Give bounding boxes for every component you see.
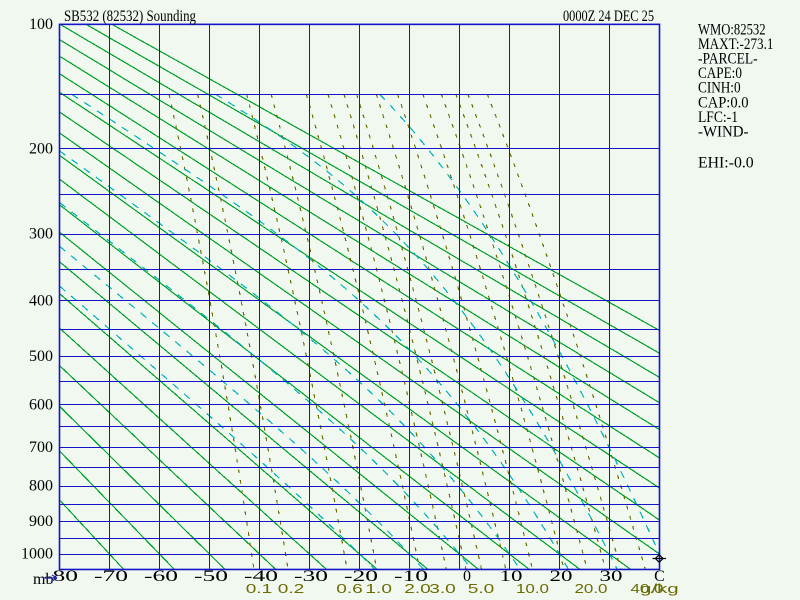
svg-text:600: 600 xyxy=(29,396,53,413)
svg-text:3.0: 3.0 xyxy=(429,581,456,596)
svg-text:-20: -20 xyxy=(344,568,378,585)
svg-text:0.6: 0.6 xyxy=(336,581,363,596)
svg-text:WMO:82532: WMO:82532 xyxy=(698,21,766,38)
svg-text:-40: -40 xyxy=(244,568,278,585)
svg-text:800: 800 xyxy=(29,478,53,495)
svg-text:-10: -10 xyxy=(394,568,428,585)
svg-text:SB532 (82532) Sounding: SB532 (82532) Sounding xyxy=(64,8,196,25)
svg-text:EHI:-0.0: EHI:-0.0 xyxy=(698,155,754,172)
svg-text:0000Z 24 DEC 25: 0000Z 24 DEC 25 xyxy=(563,8,654,25)
svg-text:10: 10 xyxy=(500,568,523,585)
svg-text:-WIND-: -WIND- xyxy=(698,124,749,141)
svg-text:400: 400 xyxy=(29,292,53,309)
svg-text:-PARCEL-: -PARCEL- xyxy=(698,51,758,68)
svg-text:20.0: 20.0 xyxy=(575,581,608,596)
svg-text:1.0: 1.0 xyxy=(365,581,392,596)
svg-text:30: 30 xyxy=(600,568,623,585)
svg-text:MAXT:-273.1: MAXT:-273.1 xyxy=(698,36,773,53)
svg-text:20: 20 xyxy=(550,568,573,585)
svg-text:900: 900 xyxy=(29,513,53,530)
svg-text:-50: -50 xyxy=(194,568,228,585)
svg-text:-60: -60 xyxy=(144,568,178,585)
svg-text:CAP:0.0: CAP:0.0 xyxy=(698,94,749,111)
svg-text:5.0: 5.0 xyxy=(468,581,495,596)
svg-text:g/kg: g/kg xyxy=(640,581,679,596)
svg-text:mb: mb xyxy=(33,571,53,588)
svg-text:0.2: 0.2 xyxy=(278,581,305,596)
svg-text:500: 500 xyxy=(29,348,53,365)
svg-text:0.1: 0.1 xyxy=(246,581,273,596)
svg-text:40.0: 40.0 xyxy=(631,581,664,596)
svg-text:300: 300 xyxy=(29,226,53,243)
svg-text:10.0: 10.0 xyxy=(516,581,549,596)
svg-text:LFC:-1: LFC:-1 xyxy=(698,109,738,126)
svg-text:0: 0 xyxy=(463,568,471,585)
svg-text:2.0: 2.0 xyxy=(404,581,431,596)
svg-text:700: 700 xyxy=(29,439,53,456)
svg-text:-70: -70 xyxy=(94,568,128,585)
svg-text:C: C xyxy=(654,568,665,585)
svg-text:200: 200 xyxy=(29,141,53,158)
svg-text:100: 100 xyxy=(29,16,53,33)
svg-text:CINH:0: CINH:0 xyxy=(698,80,741,97)
svg-text:1000: 1000 xyxy=(21,546,53,563)
svg-text:CAPE:0: CAPE:0 xyxy=(698,65,742,82)
svg-text:-30: -30 xyxy=(294,568,328,585)
